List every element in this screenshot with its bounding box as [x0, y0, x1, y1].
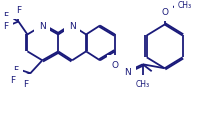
Text: O: O: [161, 8, 168, 17]
Text: F: F: [3, 22, 9, 31]
Text: F: F: [13, 65, 19, 74]
Text: N: N: [124, 67, 131, 76]
Text: F: F: [16, 6, 21, 15]
Text: F: F: [23, 79, 28, 88]
Text: N: N: [69, 22, 76, 31]
Text: F: F: [10, 75, 16, 84]
Text: F: F: [3, 12, 9, 21]
Text: CH₃: CH₃: [136, 79, 150, 88]
Text: N: N: [39, 22, 46, 31]
Text: O: O: [111, 60, 118, 69]
Text: CH₃: CH₃: [178, 1, 192, 10]
